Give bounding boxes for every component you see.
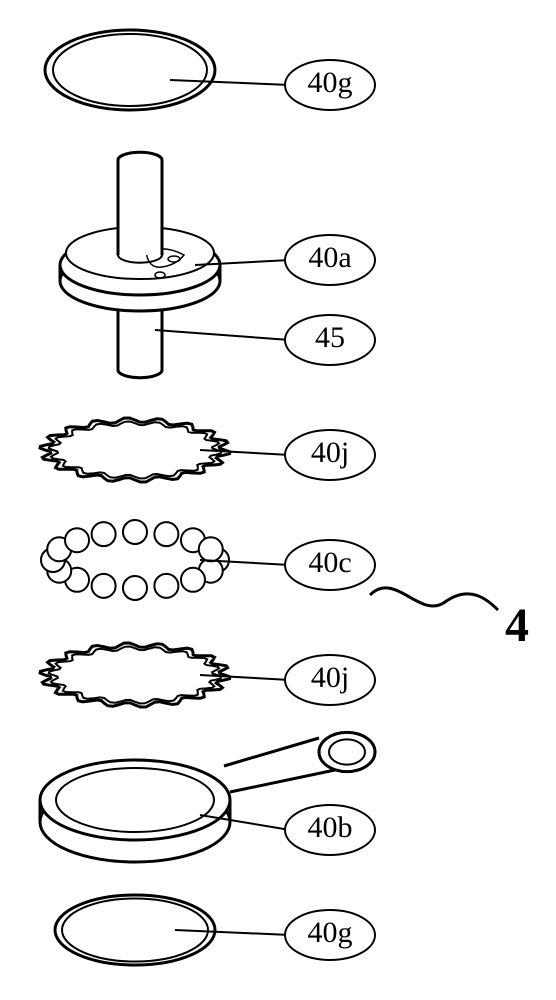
label-text-40g_bot: 40g bbox=[308, 916, 353, 949]
label-text-40j_lower: 40j bbox=[311, 661, 349, 694]
label-text-40c: 40c bbox=[308, 546, 351, 579]
group-label: 4 bbox=[505, 599, 529, 652]
label-text-45: 45 bbox=[315, 321, 345, 354]
leader-45 bbox=[155, 330, 290, 340]
label-text-40b: 40b bbox=[308, 811, 353, 844]
leader-40g_top bbox=[170, 80, 290, 85]
label-text-40j_upper: 40j bbox=[311, 436, 349, 469]
group-tilde bbox=[370, 588, 498, 610]
label-text-40a: 40a bbox=[308, 241, 351, 274]
part-40g_top bbox=[45, 30, 215, 110]
leader-40g_bot bbox=[175, 930, 290, 935]
label-text-40g_top: 40g bbox=[308, 66, 353, 99]
